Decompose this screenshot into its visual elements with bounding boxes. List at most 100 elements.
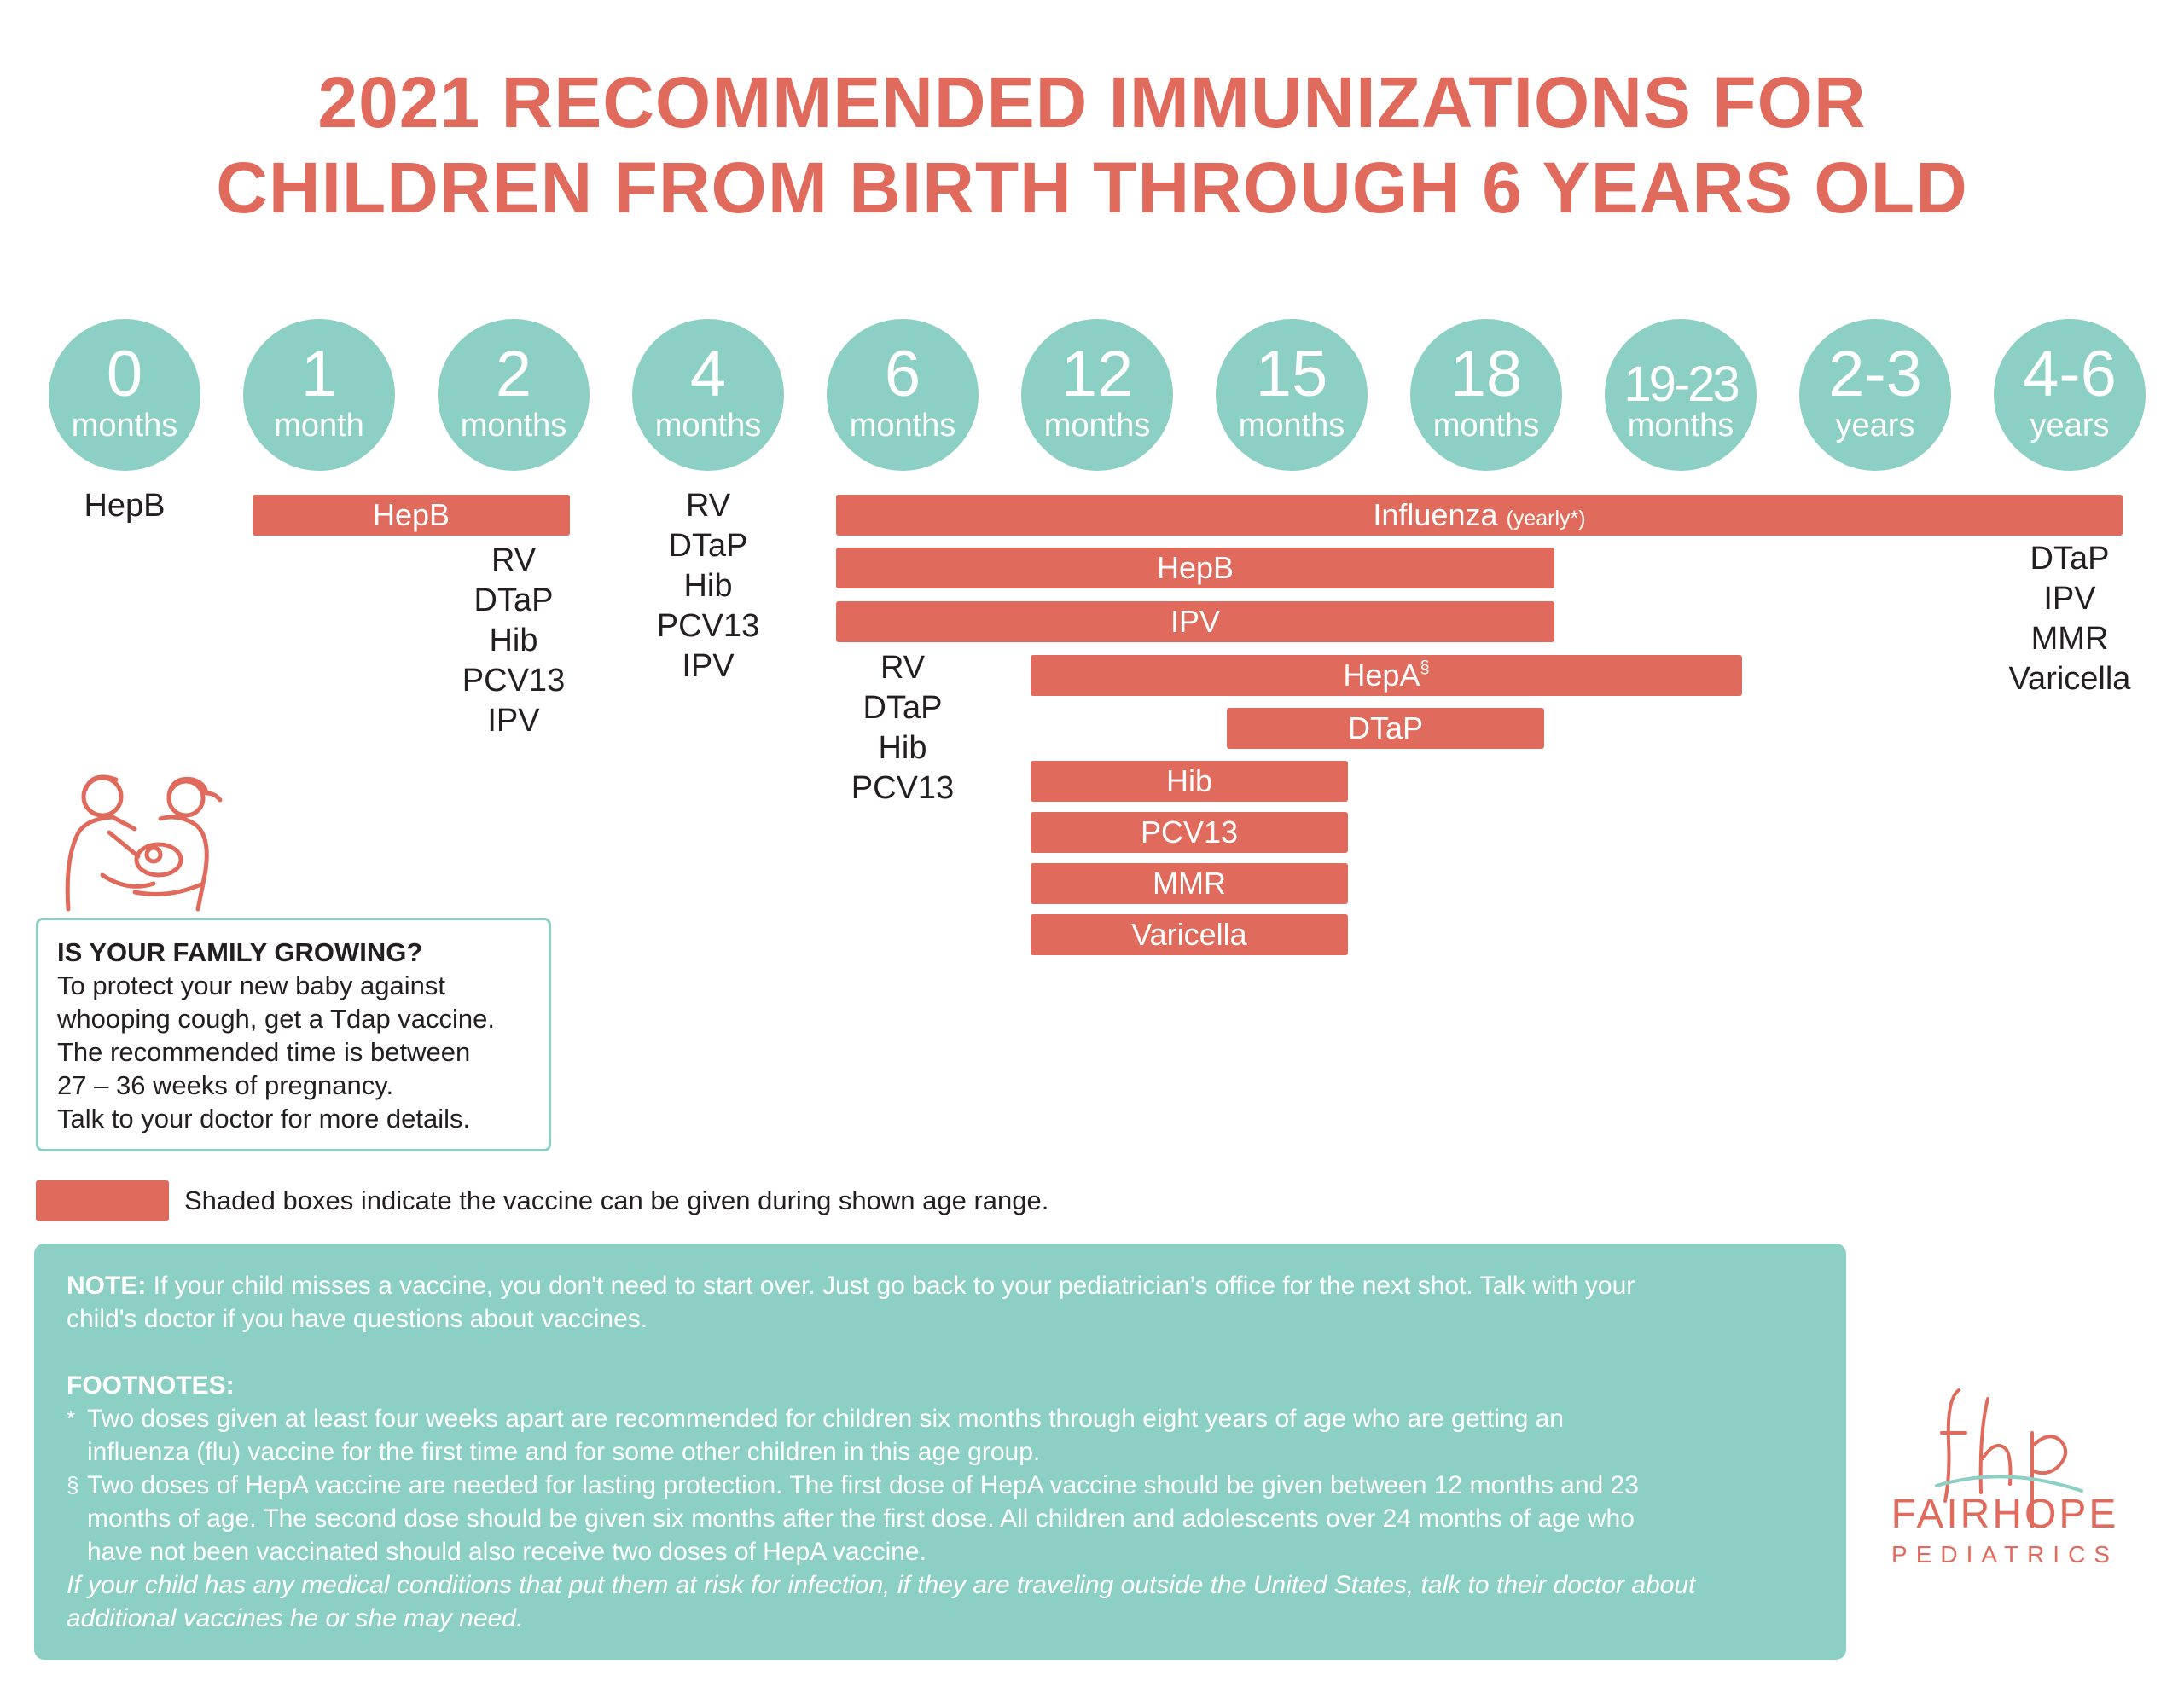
age-circle-2-months: 2 months (438, 319, 590, 471)
vaccine-item: RV (685, 488, 731, 524)
age-unit: years (2030, 408, 2110, 443)
footnote-1-line: influenza (flu) vaccine for the first ti… (87, 1438, 1041, 1466)
bar-label: Influenza (1373, 497, 1498, 532)
footnote-2-line: months of age. The second dose should be… (87, 1504, 1635, 1533)
vaccine-list-6-months: RV DTaP Hib PCV13 (817, 648, 988, 809)
note-label: NOTE: (67, 1272, 147, 1300)
range-bar-hepa: HepA§ (1031, 655, 1742, 696)
age-value: 2 (495, 338, 532, 410)
note-text: If your child misses a vaccine, you don'… (146, 1272, 1635, 1300)
range-bar-hib: Hib (1031, 761, 1348, 802)
age-unit: months (1238, 408, 1345, 443)
age-circle-18-months: 18 months (1410, 319, 1562, 471)
range-bar-hepb: HepB (836, 548, 1554, 588)
age-unit: months (654, 408, 762, 443)
vaccine-item: RV (491, 542, 537, 578)
age-unit: months (1043, 408, 1151, 443)
disclaimer-line: If your child has any medical conditions… (67, 1571, 1696, 1599)
bar-label: IPV (1170, 604, 1221, 639)
footnote-1: * Two doses given at least four weeks ap… (67, 1402, 1814, 1469)
age-unit: months (460, 408, 567, 443)
range-bar-ipv: IPV (836, 601, 1554, 642)
vaccine-list-0-months: HepB (39, 486, 210, 526)
note-box: NOTE: If your child misses a vaccine, yo… (34, 1244, 1846, 1660)
family-info-line: whooping cough, get a Tdap vaccine. (57, 1004, 496, 1034)
family-info-line: 27 – 36 weeks of pregnancy. (57, 1070, 394, 1100)
age-unit: months (1432, 408, 1540, 443)
logo-subtitle: PEDIATRICS (1891, 1541, 2118, 1568)
age-value: 19-23 (1623, 357, 1740, 412)
vaccine-item: IPV (2043, 581, 2096, 617)
vaccine-item: Hib (489, 623, 538, 658)
family-illustration-icon (65, 774, 223, 912)
vaccine-item: Varicella (2008, 661, 2131, 697)
age-circle-1-month: 1 month (243, 319, 395, 471)
logo-name: FAIRHOPE (1891, 1492, 2119, 1537)
age-value: 4 (689, 338, 727, 410)
vaccine-item: Hib (878, 730, 927, 766)
age-value: 1 (300, 338, 338, 410)
vaccine-item: DTaP (2030, 541, 2110, 577)
vaccine-item: IPV (682, 648, 735, 684)
age-value: 0 (106, 338, 143, 410)
vaccine-item: DTaP (668, 528, 748, 564)
page-title: 2021 RECOMMENDED IMMUNIZATIONS FOR CHILD… (0, 60, 2184, 230)
family-info-line: To protect your new baby against (57, 971, 445, 1000)
footnotes-heading-text: FOOTNOTES: (67, 1371, 235, 1400)
title-line-2: CHILDREN FROM BIRTH THROUGH 6 YEARS OLD (216, 148, 1968, 228)
vaccine-item: PCV13 (656, 608, 760, 644)
bar-label: Varicella (1131, 917, 1247, 952)
bar-label: HepA (1343, 658, 1420, 693)
age-value: 15 (1255, 338, 1328, 410)
age-circle-4-months: 4 months (632, 319, 784, 471)
age-circle-12-months: 12 months (1021, 319, 1173, 471)
legend-swatch (36, 1180, 169, 1221)
vaccine-list-4-6-years: DTaP IPV MMR Varicella (1984, 539, 2155, 699)
vaccine-list-4-months: RV DTaP Hib PCV13 IPV (623, 486, 793, 687)
range-bar-influenza: Influenza (yearly*) (836, 495, 2123, 536)
bar-label: HepB (372, 497, 450, 532)
footnote-mark-section: § (1420, 658, 1430, 677)
vaccine-item: HepB (84, 488, 166, 524)
footnote-2-line: Two doses of HepA vaccine are needed for… (87, 1471, 1639, 1499)
disclaimer-line: additional vaccines he or she may need. (67, 1604, 524, 1632)
range-bar-dtap: DTaP (1227, 708, 1544, 749)
age-circle-19-23-months: 19-23 months (1605, 319, 1757, 471)
age-circle-2-3-years: 2-3 years (1799, 319, 1951, 471)
age-circle-4-6-years: 4-6 years (1994, 319, 2146, 471)
range-bar-hepb-early: HepB (253, 495, 570, 536)
bar-label: Hib (1165, 763, 1213, 798)
family-info-box: IS YOUR FAMILY GROWING? To protect your … (36, 918, 551, 1151)
vaccine-list-2-months: RV DTaP Hib PCV13 IPV (428, 541, 599, 741)
range-bar-varicella: Varicella (1031, 914, 1348, 955)
vaccine-item: Hib (683, 568, 733, 604)
age-value: 18 (1449, 338, 1523, 410)
bar-label: PCV13 (1140, 815, 1239, 849)
age-circle-6-months: 6 months (827, 319, 979, 471)
footnote-2-line: have not been vaccinated should also rec… (87, 1538, 926, 1566)
vaccine-item: PCV13 (462, 663, 566, 699)
vaccine-item: MMR (2030, 621, 2109, 657)
footnote-2-mark: § (67, 1472, 79, 1498)
note-line-2: child's doctor if you have questions abo… (67, 1305, 648, 1333)
footnote-2: § Two doses of HepA vaccine are needed f… (67, 1469, 1814, 1568)
age-value: 12 (1060, 338, 1134, 410)
age-unit: months (1627, 408, 1734, 443)
bar-label: MMR (1153, 866, 1226, 901)
vaccine-item: PCV13 (851, 770, 955, 806)
family-info-heading: IS YOUR FAMILY GROWING? (57, 937, 423, 967)
vaccine-item: RV (880, 650, 926, 686)
legend-text: Shaded boxes indicate the vaccine can be… (184, 1186, 1049, 1215)
age-unit: months (71, 408, 178, 443)
vaccine-item: IPV (487, 703, 540, 739)
bar-label: HepB (1156, 550, 1234, 585)
title-line-1: 2021 RECOMMENDED IMMUNIZATIONS FOR (317, 62, 1867, 142)
footnote-1-line: Two doses given at least four weeks apar… (87, 1405, 1564, 1433)
family-info-line: Talk to your doctor for more details. (57, 1104, 471, 1133)
bar-label: DTaP (1347, 710, 1424, 745)
age-circle-0-months: 0 months (49, 319, 200, 471)
footnotes-heading: FOOTNOTES: (67, 1369, 1814, 1402)
range-bar-mmr: MMR (1031, 863, 1348, 904)
age-value: 6 (884, 338, 921, 410)
age-circle-15-months: 15 months (1216, 319, 1368, 471)
